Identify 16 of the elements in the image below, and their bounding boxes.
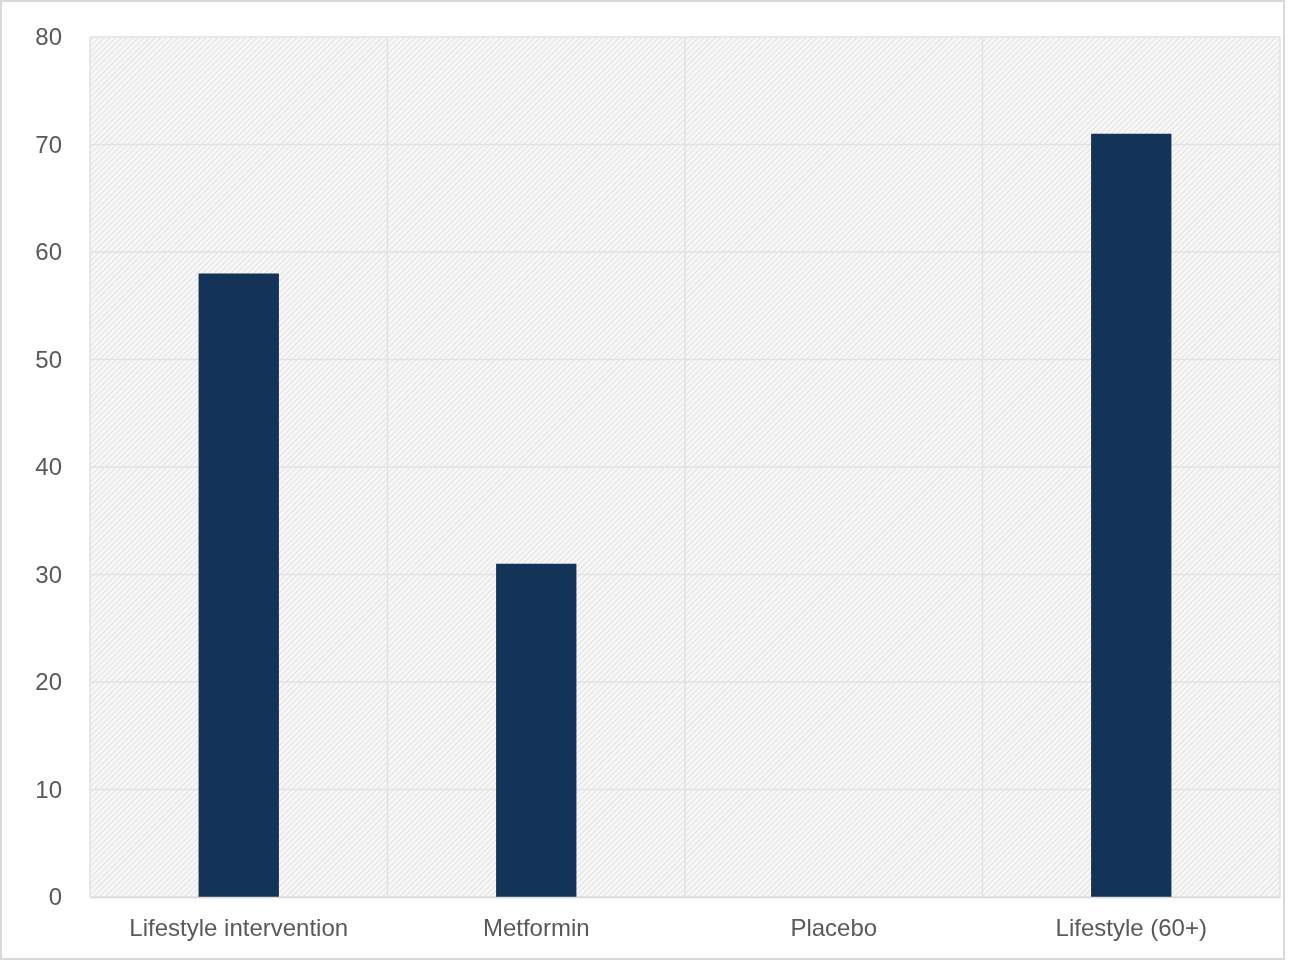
bar [198,273,279,897]
y-tick-label: 40 [35,453,62,481]
x-tick-label: Lifestyle (60+) [1055,914,1207,942]
y-tick-label: 10 [35,775,62,803]
y-tick-label: 20 [35,668,62,696]
bar [1091,133,1172,897]
x-tick-label: Lifestyle intervention [129,914,349,942]
x-tick-label: Placebo [790,914,878,942]
y-tick-label: 80 [35,23,62,51]
y-tick-label: 30 [35,560,62,588]
y-tick-label: 0 [48,883,62,911]
bar [496,563,577,897]
x-tick-label: Metformin [482,914,590,942]
y-tick-label: 50 [35,345,62,373]
y-tick-label: 70 [35,130,62,158]
y-tick-label: 60 [35,238,62,266]
